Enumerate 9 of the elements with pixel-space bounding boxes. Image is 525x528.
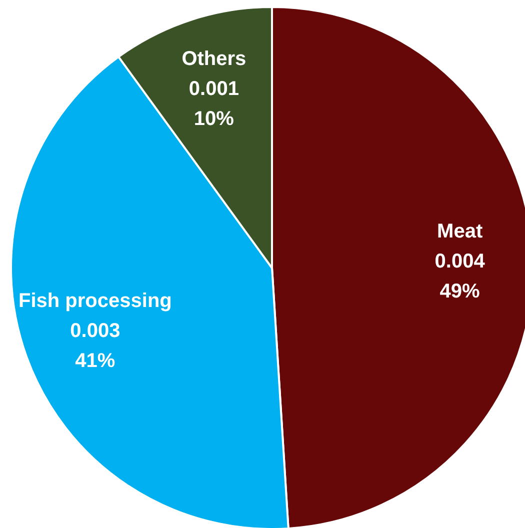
slice-label: Others	[182, 48, 246, 70]
data-label: 10%	[194, 108, 234, 130]
text: 0.001	[188, 78, 239, 100]
slice-label: Meat	[437, 220, 483, 243]
text: 0.003	[70, 320, 120, 342]
data-label: 41%	[75, 350, 116, 372]
text: 0.004	[434, 250, 485, 273]
slice-label: Fish processing	[18, 290, 172, 312]
data-label: 49%	[440, 280, 480, 303]
